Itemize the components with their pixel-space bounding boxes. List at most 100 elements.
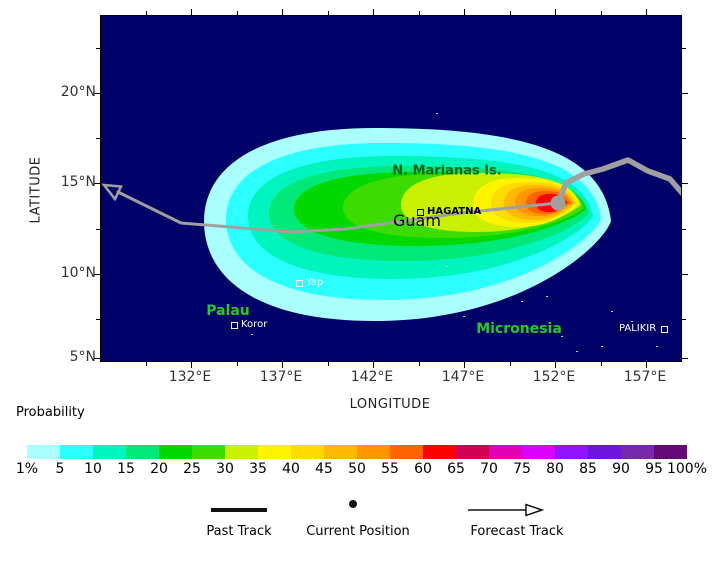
axis-tick [682,358,688,359]
colorbar-tick-label: 90 [612,461,630,477]
forecast-track-line [116,190,560,234]
axis-tick [94,183,100,184]
x-tick-label: 142°E [350,369,394,385]
axis-tick [600,362,602,366]
axis-tick [236,362,238,366]
place-label-palikir: PALIKIR [619,323,657,334]
city-marker [417,209,424,216]
axis-tick [464,9,465,15]
colorbar-segment [258,445,291,459]
island-speck [251,334,253,335]
colorbar-segment [324,445,357,459]
axis-tick [509,362,511,366]
y-tick-label: 5°N [69,349,96,365]
colorbar-title: Probability [16,405,85,420]
island-speck [601,346,603,347]
island-speck [611,311,613,312]
colorbar-tick-label: 95 [645,461,663,477]
x-axis-title: LONGITUDE [349,397,431,412]
x-tick-label: 132°E [168,369,212,385]
y-axis-title: LATITUDE [28,156,44,224]
y-tick-label: 10°N [60,265,96,281]
current-position-legend-symbol [349,500,357,508]
colorbar-segment [555,445,588,459]
axis-tick [682,93,688,94]
axis-tick [373,362,374,368]
axis-tick [555,9,556,15]
colorbar-tick-label: 80 [546,461,564,477]
axis-tick [600,11,602,15]
colorbar-tick-label: 75 [513,461,531,477]
axis-tick [96,138,100,139]
axis-tick [509,11,511,15]
axis-tick [94,93,100,94]
colorbar-segment [126,445,159,459]
colorbar-tick-label: 25 [183,461,201,477]
axis-tick [282,362,283,368]
current-position-marker [550,195,566,211]
y-tick-label: 20°N [60,84,96,100]
x-tick-label: 152°E [532,369,576,385]
axis-tick [282,9,283,15]
colorbar-segment [60,445,93,459]
x-tick-label: 137°E [259,369,303,385]
axis-tick [682,228,686,230]
colorbar-segment [456,445,489,459]
past-track-legend-label: Past Track [206,524,272,539]
axis-tick [646,9,647,15]
island-speck [576,351,578,352]
colorbar-segment [588,445,621,459]
place-label-guam: Guam [393,211,441,230]
probability-swath-canvas [101,128,681,321]
past-track-line [555,157,681,206]
axis-tick [191,9,192,15]
axis-tick [682,319,686,320]
island-speck [631,321,633,322]
axis-tick [682,138,686,139]
forecast-track-legend-label: Forecast Track [470,524,564,539]
axis-tick [236,11,238,15]
place-label-palau: Palau [206,303,250,319]
axis-tick [145,11,147,15]
island-speck [561,336,563,337]
map-panel: N. Marianas Is. HAGATNA Guam Yap Palau Koror M… [100,15,682,362]
colorbar-tick-label: 5 [55,461,65,477]
colorbar-segment [27,445,60,459]
axis-tick [373,9,374,15]
x-tick-label: 147°E [441,369,485,385]
axis-tick [96,47,100,49]
colorbar-tick-label: 15 [117,461,135,477]
axis-tick [96,319,100,320]
island-speck [436,113,438,114]
colorbar-segment [291,445,324,459]
colorbar-tick-label: 50 [348,461,366,477]
place-label-hagatna: HAGATNA [427,206,482,217]
axis-tick [327,11,329,15]
colorbar-segment [621,445,654,459]
colorbar-segment [357,445,390,459]
colorbar-tick-label: 65 [447,461,465,477]
colorbar-segment [522,445,555,459]
city-marker [661,326,668,333]
place-label-micronesia: Micronesia [476,321,562,337]
colorbar-segment [423,445,456,459]
island-speck [521,301,523,302]
colorbar-segment [159,445,192,459]
axis-tick [191,362,192,368]
past-track-legend-symbol [211,508,267,512]
axis-tick [145,362,147,366]
axis-tick [464,362,465,368]
colorbar-segment [192,445,225,459]
city-marker [231,322,238,329]
current-position-legend-label: Current Position [306,524,410,539]
place-label-n-marianas-is-: N. Marianas Is. [392,163,502,179]
colorbar-tick-label: 10 [84,461,102,477]
colorbar-segment [489,445,522,459]
axis-tick [682,183,688,184]
colorbar-tick-label: 85 [579,461,597,477]
colorbar-segment [390,445,423,459]
colorbar-tick-label: 40 [282,461,300,477]
x-tick-label: 157°E [623,369,667,385]
colorbar-tick-label: 1% [15,461,39,477]
